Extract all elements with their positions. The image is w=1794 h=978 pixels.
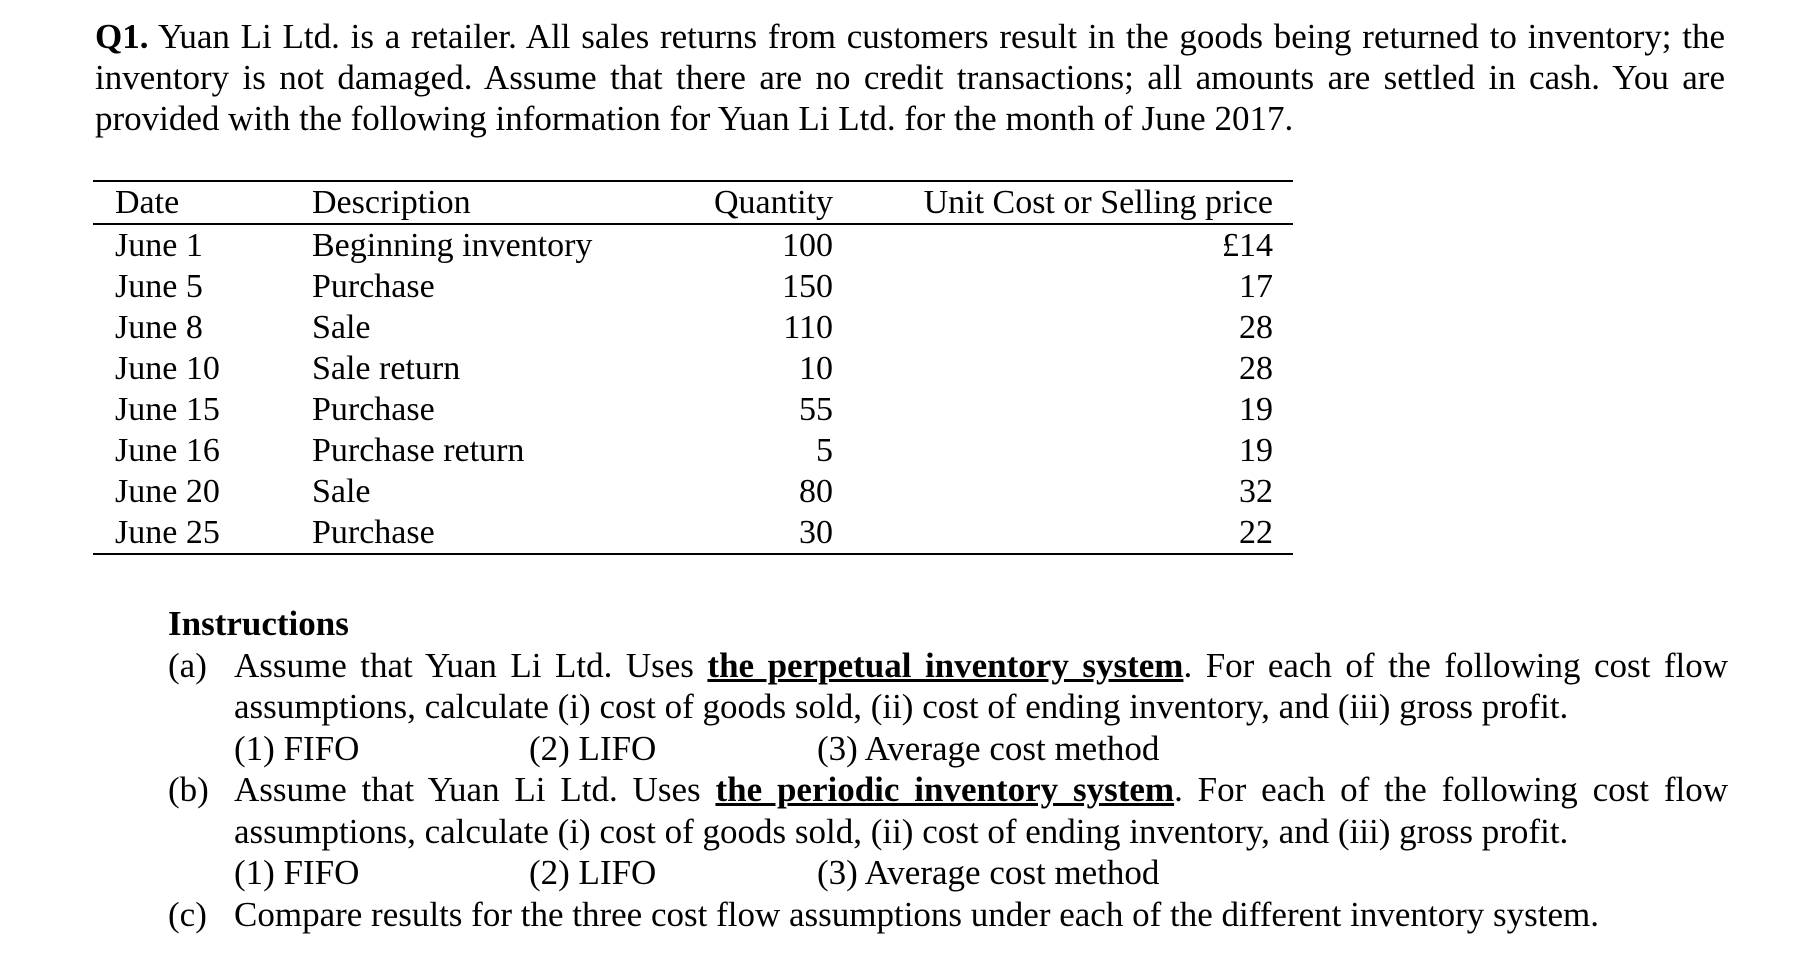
part-marker: (b)	[168, 770, 209, 809]
cell-quantity: 55	[798, 391, 833, 428]
part-text-pre: Assume that Yuan Li Ltd. Uses	[234, 645, 708, 685]
cell-unit-cost: £14	[1222, 227, 1273, 264]
cell-unit-cost: 28	[1239, 350, 1273, 387]
cell-quantity: 30	[798, 514, 833, 551]
header-description: Description	[311, 184, 471, 221]
cell-date: June 5	[115, 268, 203, 305]
cell-date: June 15	[115, 391, 220, 428]
question-text: Yuan Li Ltd. is a retailer. All sales re…	[95, 17, 1726, 138]
cell-description: Purchase	[311, 514, 435, 551]
cell-date: June 10	[115, 350, 220, 387]
instructions-heading: Instructions	[168, 604, 349, 643]
cell-quantity: 100	[781, 227, 833, 264]
method-lifo: (2) LIFO	[529, 853, 657, 892]
cell-date: June 25	[115, 514, 220, 551]
cell-unit-cost: 22	[1239, 514, 1273, 551]
method-list: (1) FIFO (2) LIFO (3) Average cost metho…	[234, 852, 1728, 894]
method-list: (1) FIFO (2) LIFO (3) Average cost metho…	[234, 728, 1728, 770]
cell-unit-cost: 32	[1239, 473, 1273, 510]
cell-unit-cost: 19	[1239, 391, 1273, 428]
part-marker: (a)	[168, 645, 207, 685]
part-marker: (c)	[168, 894, 207, 934]
cell-unit-cost: 19	[1239, 432, 1273, 469]
cell-description: Purchase	[311, 391, 435, 428]
method-average: (3) Average cost method	[817, 728, 1160, 768]
part-text-post: . For each of the following cost flow as…	[234, 770, 1729, 851]
cell-description: Purchase	[311, 268, 435, 305]
table-row: June 8 Sale 110 28	[93, 307, 1293, 348]
cell-description: Purchase return	[311, 432, 525, 469]
instructions-section: Instructions (a) Assume that Yuan Li Ltd…	[168, 603, 1728, 935]
inventory-transactions-table: Date Description Quantity Unit Cost or S…	[93, 180, 1293, 555]
emphasized-term: the perpetual inventory system	[707, 645, 1184, 685]
cell-quantity: 10	[798, 350, 833, 387]
cell-date: June 16	[115, 432, 220, 469]
cell-unit-cost: 28	[1239, 309, 1273, 346]
emphasized-term: the periodic inventory system	[715, 770, 1175, 809]
cell-quantity: 110	[783, 309, 833, 346]
question-label: Q1.	[95, 17, 149, 56]
table-row: June 5 Purchase 150 17	[93, 266, 1293, 307]
cell-description: Sale	[311, 309, 371, 346]
method-fifo: (1) FIFO	[234, 853, 360, 892]
table-row: June 15 Purchase 55 19	[93, 389, 1293, 430]
cell-date: June 1	[115, 227, 203, 264]
method-fifo: (1) FIFO	[234, 728, 360, 768]
part-text: Compare results for the three cost flow …	[234, 894, 1599, 934]
instruction-part-c: (c) Compare results for the three cost f…	[168, 894, 1728, 936]
table-row: June 25 Purchase 30 22	[93, 512, 1293, 554]
header-date: Date	[115, 184, 180, 221]
part-text-post: . For each of the following cost flow as…	[234, 645, 1728, 727]
cell-quantity: 150	[781, 268, 833, 305]
cell-description: Sale return	[311, 350, 461, 387]
cell-description: Beginning inventory	[311, 227, 593, 264]
cell-quantity: 80	[798, 473, 833, 510]
part-text-pre: Assume that Yuan Li Ltd. Uses	[234, 770, 716, 809]
table-header-row: Date Description Quantity Unit Cost or S…	[93, 181, 1293, 224]
cell-date: June 8	[115, 309, 203, 346]
instruction-part-b: (b) Assume that Yuan Li Ltd. Uses the pe…	[168, 769, 1728, 894]
part-text: Assume that Yuan Li Ltd. Uses the perpet…	[234, 645, 1728, 728]
method-lifo: (2) LIFO	[529, 728, 657, 768]
table-row: June 16 Purchase return 5 19	[93, 430, 1293, 471]
table-row: June 10 Sale return 10 28	[93, 348, 1293, 389]
table-row: June 20 Sale 80 32	[93, 471, 1293, 512]
cell-description: Sale	[311, 473, 371, 510]
instruction-part-a: (a) Assume that Yuan Li Ltd. Uses the pe…	[168, 645, 1728, 770]
question-intro: Q1. Yuan Li Ltd. is a retailer. All sale…	[95, 16, 1725, 139]
table-row: June 1 Beginning inventory 100 £14	[93, 224, 1293, 266]
header-quantity: Quantity	[713, 184, 833, 221]
part-text: Assume that Yuan Li Ltd. Uses the period…	[234, 769, 1728, 852]
cell-unit-cost: 17	[1239, 268, 1273, 305]
method-average: (3) Average cost method	[817, 853, 1160, 892]
cell-quantity: 5	[815, 432, 833, 469]
header-unit-cost: Unit Cost or Selling price	[923, 184, 1273, 221]
cell-date: June 20	[115, 473, 220, 510]
